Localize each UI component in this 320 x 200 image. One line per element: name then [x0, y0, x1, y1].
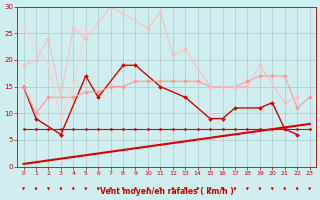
X-axis label: Vent moyen/en rafales ( km/h ): Vent moyen/en rafales ( km/h ) [100, 187, 234, 196]
